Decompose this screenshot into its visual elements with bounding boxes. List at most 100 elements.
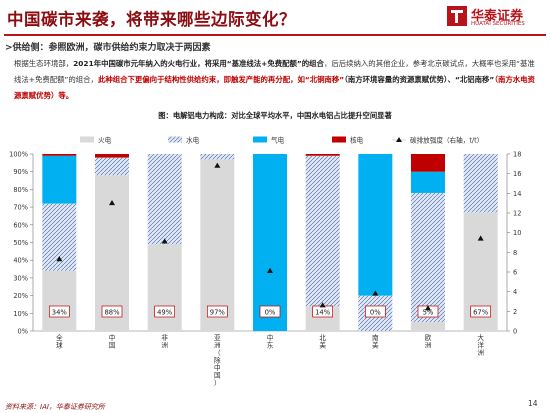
intensity-marker — [319, 302, 326, 308]
y-tick-label-right: 10 — [513, 229, 521, 237]
data-label-box — [206, 305, 228, 318]
para-text-3: ，后后续纳入的其他企业，参考北京碳试点，大概率也采用“基准线法+免费配额”的组合… — [14, 59, 535, 84]
y-tick-label-right: 14 — [513, 190, 521, 198]
bar-segment — [463, 154, 498, 213]
body-paragraph: 根据生态环境部，2021年中国碳市元年纳入的火电行业，将采用“基准线法+免费配额… — [14, 56, 542, 104]
intensity-marker — [372, 290, 379, 296]
y-tick-label-left: 60% — [13, 221, 28, 229]
y-tick-label-right: 6 — [513, 269, 517, 277]
logo-text-en: HUATAI SECURITIES — [471, 21, 525, 27]
data-label: 67% — [473, 309, 489, 317]
y-tick-label-left: 40% — [13, 257, 28, 265]
y-tick-label-right: 0 — [513, 328, 517, 336]
title-divider — [4, 34, 546, 36]
legend-label: 核电 — [350, 136, 364, 145]
data-label: 97% — [210, 309, 226, 317]
data-label-box — [470, 305, 492, 318]
y-tick-label-left: 10% — [13, 310, 28, 318]
bar-segment — [95, 154, 129, 158]
data-label-box — [101, 305, 123, 318]
data-label: 88% — [104, 309, 120, 317]
bar-segment — [305, 154, 340, 156]
source-note: 资料来源：IAI，华泰证券研究所 — [5, 403, 105, 411]
intensity-marker — [425, 305, 431, 311]
y-tick-label-right: 8 — [513, 249, 517, 257]
para-text-5: （南方环境容量的资源禀赋优势）、“北铝南移” — [344, 75, 495, 84]
bar-segment — [95, 157, 129, 176]
para-text-6: （南方水电资源禀赋优势）等。 — [14, 75, 535, 100]
x-tick-label: 北美 — [319, 334, 326, 350]
logo-text-cn: 华泰证券 — [471, 9, 524, 24]
data-label: 34% — [52, 309, 68, 317]
y-tick-label-left: 0% — [18, 328, 28, 336]
bar-segment — [147, 244, 182, 331]
bar-segment — [411, 154, 445, 172]
x-tick-label: 大洋洲 — [477, 333, 484, 357]
intensity-marker — [477, 235, 484, 241]
data-label: 14% — [315, 309, 331, 317]
bar-segment — [253, 154, 287, 331]
intensity-marker — [56, 256, 63, 262]
bar-segment — [411, 171, 445, 193]
intensity-marker — [161, 238, 168, 244]
legend-swatch-marker — [396, 137, 402, 142]
bar-segment — [42, 270, 77, 331]
chart-caption: 图：电解铝电力构成：对比全球平均水平，中国水电铝占比提升空间显著 — [158, 111, 392, 120]
data-label-box — [259, 305, 281, 318]
para-text-2: 2021年中国碳市元年纳入的火电行业，将采用“基准线法+免费配额”的组合 — [73, 59, 324, 68]
legend-swatch — [168, 136, 182, 143]
intensity-marker — [214, 162, 221, 168]
page-number: 14 — [528, 399, 538, 408]
y-tick-label-left: 20% — [13, 292, 28, 300]
bar-segment — [200, 159, 235, 331]
intensity-marker — [267, 267, 273, 274]
legend-swatch — [80, 136, 94, 143]
data-label: 5% — [423, 309, 434, 317]
legend-swatch — [332, 136, 346, 143]
x-tick-label: 非洲 — [161, 333, 168, 350]
legend-label: 水电 — [186, 136, 200, 145]
bar-segment — [411, 192, 445, 323]
y-tick-label-right: 4 — [513, 288, 517, 296]
x-tick-label: 南美 — [372, 333, 379, 350]
data-label: 0% — [265, 309, 276, 317]
y-tick-label-right: 18 — [513, 151, 521, 159]
data-label: 49% — [157, 309, 173, 317]
legend-label: 碳排放强度（右轴，t/t） — [410, 136, 483, 145]
bar-segment — [42, 155, 77, 204]
legend-label: 火电 — [98, 136, 112, 145]
bar-segment — [411, 322, 445, 331]
bar-segment — [147, 154, 182, 245]
data-label-box — [364, 305, 386, 318]
page-title: 中国碳市来袭，将带来哪些边际变化？ — [7, 10, 296, 29]
para-text-1: 根据生态环境部， — [14, 59, 74, 68]
data-label-box — [154, 305, 176, 318]
bar-segment — [358, 154, 393, 296]
y-tick-label-left: 50% — [13, 239, 28, 247]
section-subhead: >供给侧：参照欧洲，碳市供给约束力取决于两因素 — [5, 43, 211, 53]
x-tick-label: 中东 — [267, 333, 274, 350]
y-tick-label-left: 90% — [13, 168, 28, 176]
bar-segment — [305, 155, 340, 307]
x-tick-label: 中国 — [109, 333, 116, 350]
y-tick-label-right: 16 — [513, 170, 521, 178]
bar-segment — [42, 154, 77, 156]
y-tick-label-left: 100% — [9, 151, 28, 159]
para-text-4: 此种组合下更偏向于结构性供给约束，即触发产能的再分配，如“北铜南移” — [97, 75, 345, 84]
data-label: 0% — [370, 309, 381, 317]
y-tick-label-left: 70% — [13, 204, 28, 212]
data-label-box — [48, 305, 70, 318]
company-logo: 华泰证券 HUATAI SECURITIES — [447, 4, 547, 32]
y-tick-label-left: 30% — [13, 274, 28, 282]
x-tick-label: 全球 — [56, 333, 63, 350]
x-tick-label: 亚洲（除中国） — [214, 334, 221, 387]
legend-label: 气电 — [271, 136, 285, 145]
legend-swatch — [253, 136, 267, 143]
y-tick-label-left: 80% — [13, 186, 28, 194]
y-tick-label-right: 12 — [513, 210, 521, 218]
intensity-marker — [109, 199, 115, 206]
y-tick-label-right: 2 — [513, 308, 517, 316]
x-tick-label: 欧洲 — [425, 333, 432, 350]
logo-icon — [447, 6, 467, 26]
